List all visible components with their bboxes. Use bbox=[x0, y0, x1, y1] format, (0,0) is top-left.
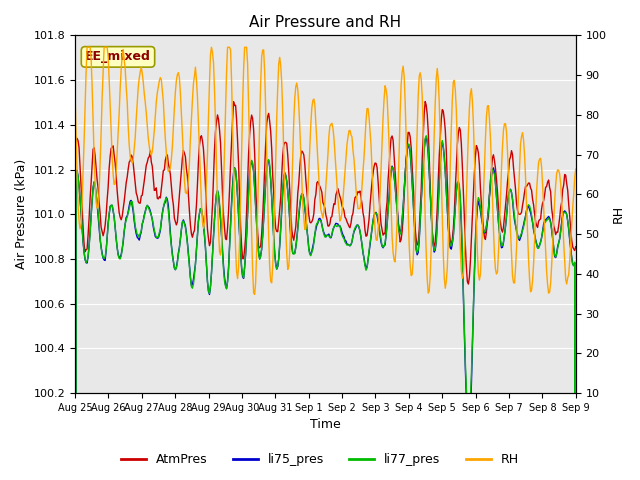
AtmPres bbox=[572, 244, 580, 250]
RH bbox=[251, 291, 259, 297]
li75_pres bbox=[312, 227, 320, 232]
RH bbox=[311, 102, 319, 108]
li77_pres bbox=[342, 240, 350, 246]
li77_pres bbox=[422, 133, 430, 139]
RH bbox=[314, 157, 322, 163]
Line: li77_pres: li77_pres bbox=[75, 136, 576, 480]
li77_pres bbox=[483, 223, 490, 229]
AtmPres bbox=[562, 172, 570, 178]
Line: RH: RH bbox=[75, 47, 576, 294]
AtmPres bbox=[369, 170, 377, 176]
RH bbox=[71, 91, 79, 96]
AtmPres bbox=[421, 98, 429, 104]
Text: EE_mixed: EE_mixed bbox=[85, 50, 151, 63]
li75_pres bbox=[561, 208, 568, 214]
li75_pres bbox=[483, 224, 490, 229]
Y-axis label: Air Pressure (kPa): Air Pressure (kPa) bbox=[15, 159, 28, 269]
Line: AtmPres: AtmPres bbox=[75, 101, 576, 284]
li75_pres bbox=[342, 238, 350, 244]
li75_pres bbox=[309, 244, 317, 250]
AtmPres bbox=[342, 216, 350, 221]
li77_pres bbox=[561, 209, 568, 215]
RH bbox=[371, 226, 379, 231]
li75_pres bbox=[369, 217, 377, 223]
RH bbox=[484, 103, 492, 109]
li77_pres bbox=[312, 224, 320, 229]
RH bbox=[562, 276, 570, 282]
RH bbox=[83, 44, 91, 50]
Y-axis label: RH: RH bbox=[612, 205, 625, 223]
Legend: AtmPres, li75_pres, li77_pres, RH: AtmPres, li75_pres, li77_pres, RH bbox=[116, 448, 524, 471]
RH bbox=[572, 166, 580, 172]
li77_pres bbox=[369, 218, 377, 224]
li75_pres bbox=[422, 134, 430, 140]
Title: Air Pressure and RH: Air Pressure and RH bbox=[250, 15, 401, 30]
li77_pres bbox=[309, 247, 317, 252]
AtmPres bbox=[484, 219, 492, 225]
RH bbox=[344, 134, 352, 140]
AtmPres bbox=[71, 152, 79, 157]
AtmPres bbox=[312, 192, 320, 197]
AtmPres bbox=[309, 216, 317, 222]
X-axis label: Time: Time bbox=[310, 419, 340, 432]
AtmPres bbox=[465, 281, 472, 287]
Line: li75_pres: li75_pres bbox=[75, 137, 576, 480]
